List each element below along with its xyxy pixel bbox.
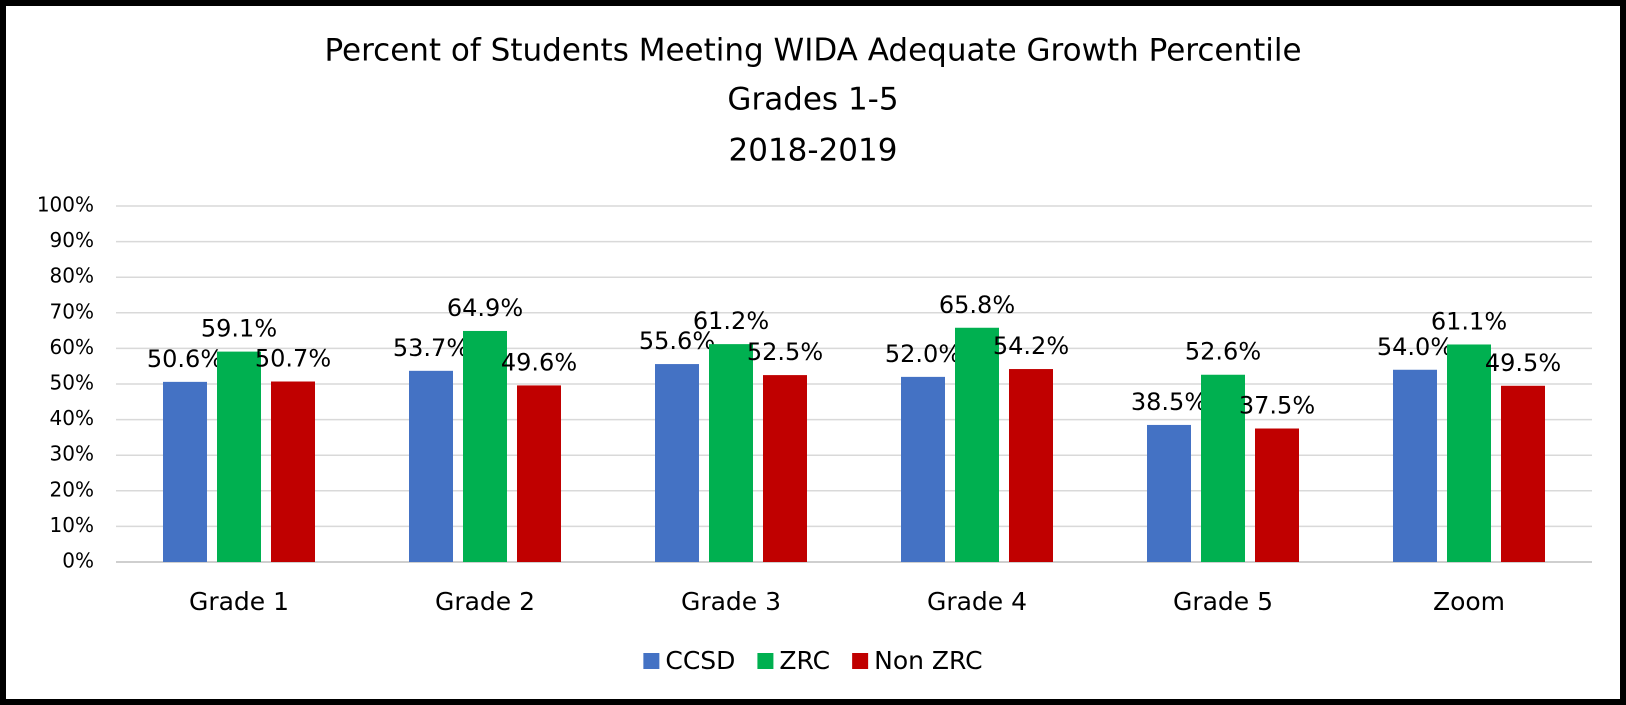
- legend-swatch: [757, 653, 774, 669]
- data-label: 59.1%: [201, 315, 277, 343]
- data-label: 65.8%: [939, 291, 1015, 319]
- bar: [655, 364, 699, 562]
- bar: [955, 327, 999, 562]
- x-tick-label: Grade 2: [435, 587, 535, 616]
- data-label: 50.7%: [255, 345, 331, 373]
- bar: [1009, 369, 1053, 562]
- data-label: 55.6%: [639, 327, 715, 355]
- bar: [1147, 424, 1191, 562]
- data-label: 54.2%: [993, 332, 1069, 360]
- bar: [271, 381, 315, 562]
- x-tick-label: Grade 1: [189, 587, 289, 616]
- data-label: 50.6%: [147, 345, 223, 373]
- bar: [709, 344, 753, 562]
- bar: [1201, 374, 1245, 562]
- y-tick-label: 40%: [50, 406, 94, 430]
- x-tick-label: Grade 3: [681, 587, 781, 616]
- data-label: 64.9%: [447, 294, 523, 322]
- data-label: 61.1%: [1431, 307, 1507, 335]
- y-tick-label: 20%: [50, 477, 94, 501]
- x-tick-label: Zoom: [1433, 587, 1505, 616]
- data-label: 53.7%: [393, 334, 469, 362]
- y-tick-label: 80%: [50, 264, 94, 288]
- legend-swatch: [852, 653, 869, 669]
- data-label: 52.0%: [885, 340, 961, 368]
- data-label: 61.2%: [693, 307, 769, 335]
- legend-label: CCSD: [665, 646, 735, 675]
- x-tick-label: Grade 4: [927, 587, 1027, 616]
- data-label: 52.5%: [747, 338, 823, 366]
- y-tick-label: 100%: [37, 193, 94, 217]
- bar: [1501, 385, 1545, 562]
- bar: [901, 376, 945, 562]
- y-tick-label: 50%: [50, 371, 94, 395]
- y-tick-label: 60%: [50, 335, 94, 359]
- data-label: 38.5%: [1131, 388, 1207, 416]
- legend-label: Non ZRC: [874, 646, 983, 675]
- bar: [463, 330, 507, 562]
- legend-swatch: [643, 653, 660, 669]
- data-label: 54.0%: [1377, 333, 1453, 361]
- bar: [517, 385, 561, 562]
- chart-title: Percent of Students Meeting WIDA Adequat…: [324, 33, 1301, 69]
- y-tick-label: 0%: [62, 549, 94, 573]
- bar: [163, 381, 207, 562]
- chart-subtitle: 2018-2019: [729, 133, 898, 169]
- bar: [409, 370, 453, 562]
- y-tick-label: 10%: [50, 513, 94, 537]
- bar: [1255, 428, 1299, 562]
- chart-subtitle: Grades 1-5: [727, 82, 898, 118]
- data-label: 52.6%: [1185, 338, 1261, 366]
- y-tick-label: 30%: [50, 442, 94, 466]
- legend-label: ZRC: [779, 646, 830, 675]
- y-tick-label: 90%: [50, 228, 94, 252]
- data-label: 37.5%: [1239, 392, 1315, 420]
- data-label: 49.5%: [1485, 349, 1561, 377]
- data-label: 49.6%: [501, 348, 577, 376]
- x-tick-label: Grade 5: [1173, 587, 1273, 616]
- bar: [217, 351, 261, 562]
- bar: [1447, 344, 1491, 562]
- y-tick-label: 70%: [50, 299, 94, 323]
- bar: [1393, 369, 1437, 562]
- bar: [763, 375, 807, 562]
